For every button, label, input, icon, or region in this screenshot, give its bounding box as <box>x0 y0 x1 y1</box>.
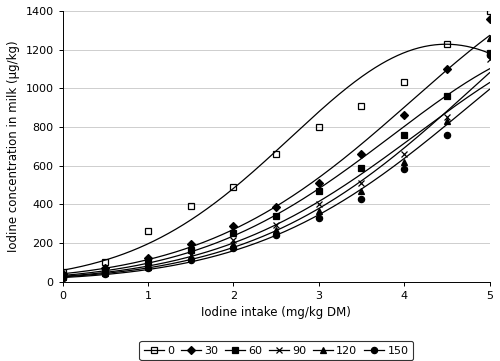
Legend: 0, 30, 60, 90, 120, 150: 0, 30, 60, 90, 120, 150 <box>140 341 413 360</box>
Y-axis label: Iodine concentration in milk (µg/kg): Iodine concentration in milk (µg/kg) <box>7 40 20 252</box>
X-axis label: Iodine intake (mg/kg DM): Iodine intake (mg/kg DM) <box>201 306 351 319</box>
